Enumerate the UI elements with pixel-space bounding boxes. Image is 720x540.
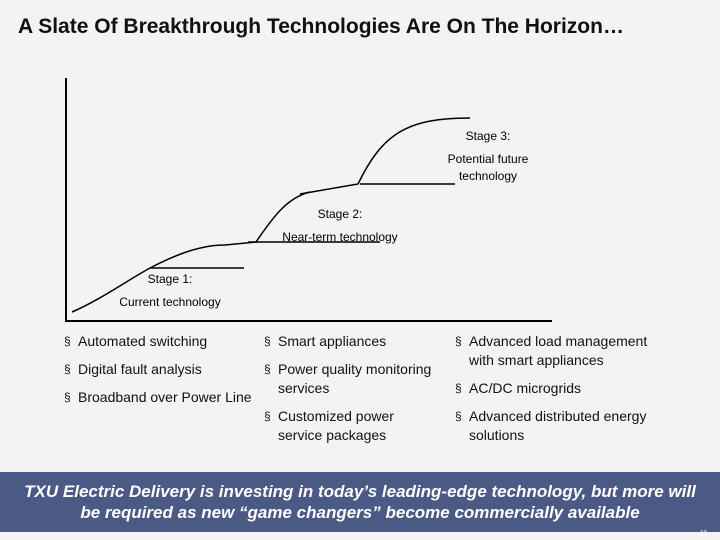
page-number: 11	[699, 529, 708, 538]
stage-1-subtitle: Current technology	[119, 295, 221, 309]
stage-3-label: Stage 3: Potential future technology	[425, 128, 551, 185]
stage-2-curve	[149, 191, 311, 269]
banner-text: TXU Electric Delivery is investing in to…	[24, 482, 696, 522]
stage-3-heading: Stage 3:	[465, 129, 511, 143]
stage-3-subtitle: Potential future technology	[447, 152, 529, 183]
stage-1-label: Stage 1: Current technology	[90, 271, 250, 311]
conclusion-banner: TXU Electric Delivery is investing in to…	[0, 472, 720, 532]
list-item: Customized power service packages	[264, 407, 436, 445]
stage-1-technologies: Automated switching Digital fault analys…	[64, 332, 260, 416]
list-item: AC/DC microgrids	[455, 379, 665, 398]
stage-2-subtitle: Near-term technology	[282, 230, 398, 244]
list-item: Power quality monitoring services	[264, 360, 436, 398]
stage-3-curve	[299, 117, 471, 195]
page-title: A Slate Of Breakthrough Technologies Are…	[18, 15, 624, 38]
list-item: Smart appliances	[264, 332, 436, 351]
technology-stage-diagram	[65, 78, 552, 322]
stage-2-heading: Stage 2:	[317, 207, 363, 221]
list-item: Advanced load management with smart appl…	[455, 332, 665, 370]
stage-1-curve	[71, 267, 151, 313]
list-item: Automated switching	[64, 332, 260, 351]
stage-2-technologies: Smart appliances Power quality monitorin…	[264, 332, 436, 454]
stage-1-heading: Stage 1:	[147, 272, 193, 286]
list-item: Broadband over Power Line	[64, 388, 260, 407]
list-item: Digital fault analysis	[64, 360, 260, 379]
stage-2-label: Stage 2: Near-term technology	[250, 206, 430, 246]
list-item: Advanced distributed energy solutions	[455, 407, 665, 445]
stage-3-technologies: Advanced load management with smart appl…	[455, 332, 665, 454]
